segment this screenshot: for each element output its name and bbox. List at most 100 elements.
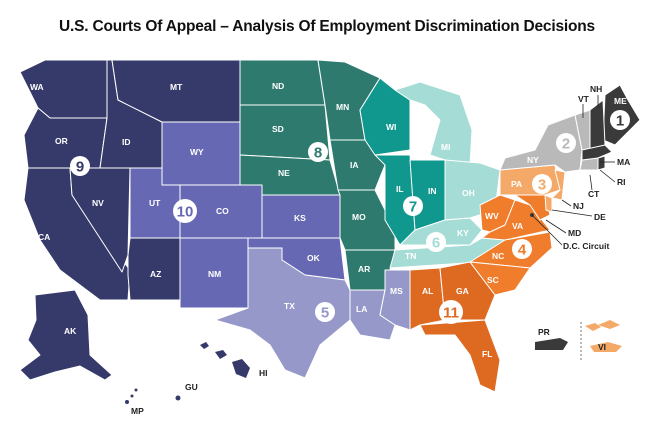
circuit-badge-3[interactable]: 3: [532, 174, 552, 194]
label-mo: MO: [352, 212, 366, 222]
state-wi[interactable]: [359, 77, 411, 156]
label-de: DE: [594, 212, 606, 222]
state-fl[interactable]: [419, 319, 501, 393]
label-pa: PA: [511, 179, 522, 189]
label-md: MD: [568, 228, 581, 238]
state-tx[interactable]: [214, 247, 351, 379]
circuit-badge-9[interactable]: 9: [70, 156, 90, 176]
territory-mp[interactable]: [125, 400, 129, 404]
state-ia[interactable]: [329, 139, 386, 191]
label-tx: TX: [284, 301, 295, 311]
label-wa: WA: [30, 82, 44, 92]
label-ky: KY: [457, 228, 469, 238]
circuit-badge-1[interactable]: 1: [610, 110, 630, 130]
label-nd: ND: [272, 81, 284, 91]
svg-text:8: 8: [314, 145, 322, 162]
circuit-badge-8[interactable]: 8: [308, 142, 328, 162]
map-title: U.S. Courts Of Appeal – Analysis Of Empl…: [59, 18, 595, 35]
label-co: CO: [216, 206, 229, 216]
svg-text:4: 4: [518, 242, 527, 259]
label-nh: NH: [590, 84, 602, 94]
svg-text:2: 2: [562, 136, 570, 153]
state-de[interactable]: [544, 194, 553, 213]
circuit-badge-2[interactable]: 2: [556, 133, 576, 153]
circuit-10-region[interactable]: [129, 121, 346, 309]
label-ga: GA: [456, 286, 469, 296]
svg-text:9: 9: [76, 159, 84, 176]
circuit-2-region[interactable]: [499, 109, 599, 173]
label-tn: TN: [405, 251, 416, 261]
label-vt: VT: [578, 94, 590, 104]
label-ak: AK: [64, 326, 77, 336]
label-ma: MA: [617, 157, 630, 167]
circuit-badge-4[interactable]: 4: [512, 239, 532, 259]
label-hi: HI: [259, 368, 268, 378]
label-mp: MP: [131, 406, 144, 416]
label-dc: D.C. Circuit: [563, 241, 609, 251]
label-ny: NY: [527, 155, 539, 165]
leader-lines: [531, 95, 616, 246]
territory-vi[interactable]: [585, 320, 622, 352]
circuit-11-region[interactable]: [409, 261, 501, 393]
state-ak[interactable]: [19, 289, 113, 381]
territory-pr[interactable]: [535, 338, 568, 350]
label-mi: MI: [441, 142, 450, 152]
circuit-8-region[interactable]: [239, 59, 396, 291]
label-mt: MT: [170, 82, 183, 92]
label-ri: RI: [617, 177, 626, 187]
state-sc[interactable]: [469, 261, 531, 296]
svg-text:5: 5: [321, 305, 329, 322]
label-va: VA: [512, 221, 523, 231]
label-ct: CT: [588, 189, 600, 199]
state-ri[interactable]: [597, 155, 606, 171]
svg-text:3: 3: [538, 177, 546, 194]
label-sd: SD: [272, 124, 284, 134]
label-oh: OH: [462, 188, 475, 198]
label-ca: CA: [38, 232, 50, 242]
label-ks: KS: [294, 213, 306, 223]
label-ok: OK: [307, 253, 321, 263]
label-ne: NE: [278, 168, 290, 178]
label-ar: AR: [358, 264, 370, 274]
label-al: AL: [422, 286, 433, 296]
label-gu: GU: [185, 382, 198, 392]
circuit-9-region[interactable]: [19, 59, 250, 404]
label-ia: IA: [350, 160, 359, 170]
state-hi[interactable]: [200, 342, 250, 378]
svg-text:11: 11: [443, 305, 459, 322]
circuit-5-region[interactable]: [214, 247, 411, 379]
label-fl: FL: [482, 349, 492, 359]
label-or: OR: [55, 136, 68, 146]
label-wv: WV: [485, 211, 499, 221]
state-labels: WA OR CA NV ID MT AZ AK HI GU MP WY UT C…: [30, 81, 630, 416]
circuit-badge-5[interactable]: 5: [315, 302, 335, 322]
label-wi: WI: [386, 122, 396, 132]
circuit-badge-10[interactable]: 10: [173, 199, 197, 223]
circuit-badge-11[interactable]: 11: [439, 300, 463, 324]
svg-text:10: 10: [177, 204, 194, 221]
circuit-6-region[interactable]: [389, 81, 506, 269]
state-nh[interactable]: [589, 99, 606, 151]
circuit-badge-6[interactable]: 6: [426, 232, 446, 252]
label-wy: WY: [190, 147, 204, 157]
label-id: ID: [122, 137, 131, 147]
circuit-badges: 1 2 3 4 5 6 7 8 9 10 11: [70, 110, 630, 324]
state-nj[interactable]: [551, 169, 566, 201]
circuit-badge-7[interactable]: 7: [403, 196, 423, 216]
label-in: IN: [428, 186, 437, 196]
label-pr: PR: [538, 327, 550, 337]
label-sc: SC: [487, 275, 499, 285]
label-ut: UT: [149, 198, 161, 208]
state-ne[interactable]: [239, 154, 341, 196]
svg-text:1: 1: [616, 113, 624, 130]
label-nm: NM: [208, 269, 221, 279]
state-al[interactable]: [409, 267, 446, 331]
state-ma[interactable]: [581, 144, 613, 161]
label-mn: MN: [336, 102, 349, 112]
territory-gu[interactable]: [175, 395, 181, 401]
label-la: LA: [356, 304, 367, 314]
svg-text:6: 6: [432, 235, 440, 252]
svg-text:7: 7: [409, 199, 417, 216]
label-az: AZ: [150, 269, 161, 279]
